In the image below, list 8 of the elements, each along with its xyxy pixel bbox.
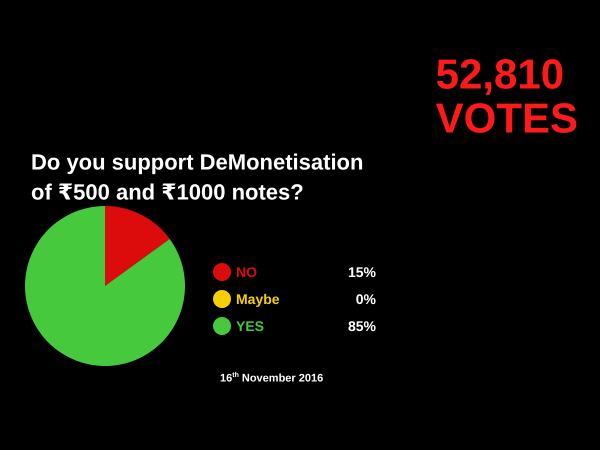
text: 0% bbox=[356, 291, 376, 307]
legend-label: Maybe bbox=[236, 291, 280, 307]
legend-label: YES bbox=[236, 318, 264, 334]
data-label: 85% bbox=[348, 318, 377, 334]
text: 52,810 VOTES bbox=[436, 50, 578, 142]
data-label: 15% bbox=[348, 264, 377, 280]
chart-title: Do you support DeMonetisation of ₹500 and ₹1000 notes? bbox=[31, 150, 364, 204]
legend-label: NO bbox=[236, 264, 258, 280]
